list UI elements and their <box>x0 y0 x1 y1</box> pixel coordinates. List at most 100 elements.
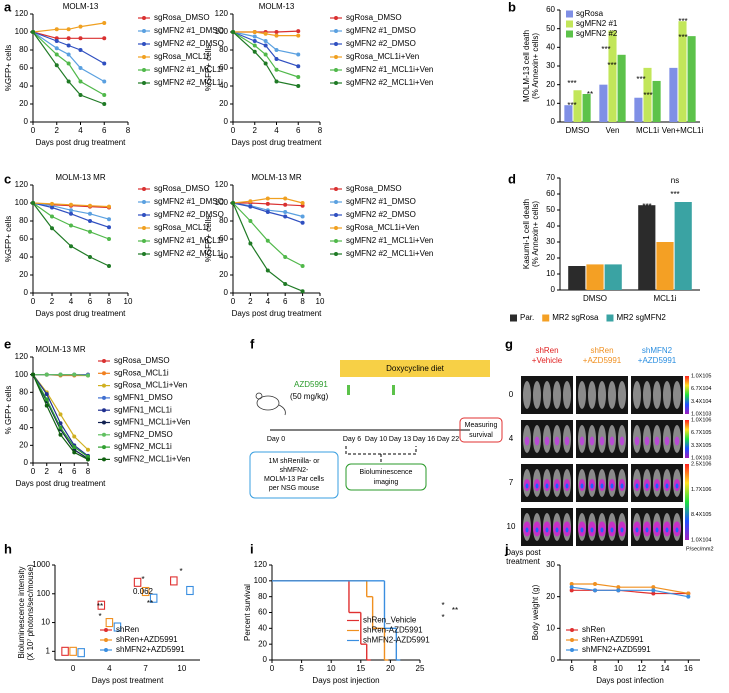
mouse <box>553 381 561 409</box>
y-tick-label: 100 <box>15 198 29 207</box>
x-tick-label: 8 <box>126 126 131 135</box>
signal-core <box>620 527 624 533</box>
y-tick-label: 40 <box>546 221 555 230</box>
data-point <box>651 591 656 596</box>
drug-label: AZD5991 <box>294 380 328 389</box>
data-point <box>283 255 288 259</box>
data-point <box>69 244 73 249</box>
data-point <box>69 208 73 213</box>
y-axis-label: (% Annexin+ cells) <box>531 33 540 99</box>
x-axis-label: Days post drug treatment <box>232 309 323 318</box>
x-tick-label: 10 <box>327 664 336 673</box>
data-point <box>686 591 691 596</box>
x-tick-label: 0 <box>31 126 36 135</box>
y-tick-label: 80 <box>19 387 28 396</box>
significance-label: *** <box>642 202 651 211</box>
signal-core <box>580 527 584 533</box>
colorbar-label: 1.0X103 <box>691 455 712 461</box>
y-tick-label: 60 <box>546 5 555 14</box>
signal-core <box>565 527 569 533</box>
y-tick-label: 40 <box>219 81 228 90</box>
y-axis-label: %GFP+ cells <box>204 216 213 262</box>
legend-marker <box>334 81 338 85</box>
y-axis-label: Bioluminescence intensity <box>17 566 26 658</box>
colorbar-unit: P/sec/mm2 <box>686 546 714 552</box>
data-point <box>593 582 597 586</box>
y-tick-label: 30 <box>546 61 555 70</box>
x-axis-label: Days post treatment <box>92 676 164 685</box>
days-label: treatment <box>506 557 541 566</box>
y-tick-label: 40 <box>546 42 555 51</box>
bar <box>582 94 591 122</box>
data-point <box>252 49 257 54</box>
x-tick-label: 20 <box>386 664 395 673</box>
y-tick-label: 10 <box>546 269 555 278</box>
signal-core <box>600 527 604 533</box>
legend-label: sgMFN2 #1_MCL1i+Ven <box>346 236 433 245</box>
legend-label: MR2 sgMFN2 <box>616 313 666 322</box>
group-label: shMFN2 <box>642 346 673 355</box>
mouse <box>618 381 626 409</box>
legend-label: MR2 sgRosa <box>552 313 599 322</box>
significance-label: ** <box>452 606 458 615</box>
legend-label: Par. <box>520 313 534 322</box>
bar <box>573 90 582 122</box>
y-axis-label: Percent survival <box>243 584 252 641</box>
mouse-icon <box>255 392 286 416</box>
y-tick-label: 20 <box>19 270 28 279</box>
signal-core <box>545 483 549 489</box>
y-tick-label: 40 <box>19 81 28 90</box>
y-tick-label: 120 <box>215 9 229 18</box>
data-point <box>102 61 107 66</box>
significance-label: ** <box>97 602 103 611</box>
x-tick-label: 4 <box>58 467 63 476</box>
data-point <box>265 210 270 214</box>
y-tick-label: 40 <box>258 623 267 632</box>
panel-label: h <box>4 541 12 556</box>
x-tick-label: Ven+MCL1i <box>662 126 704 135</box>
x-axis-label: Days post injection <box>312 676 379 685</box>
data-point <box>300 214 305 219</box>
x-tick-label: 2 <box>55 126 60 135</box>
box <box>149 593 158 603</box>
data-point <box>569 588 574 593</box>
significance-label: * <box>141 575 144 584</box>
significance-label: *** <box>643 91 652 100</box>
y-tick-label: 20 <box>219 270 228 279</box>
series-line <box>232 31 299 67</box>
legend-label: sgRosa_MCL1i <box>154 52 209 61</box>
cells-label: per NSG mouse <box>269 485 319 492</box>
data-point <box>50 205 54 210</box>
legend-marker <box>334 16 338 20</box>
data-point <box>72 445 77 450</box>
data-point <box>58 425 63 430</box>
signal-core <box>635 483 639 489</box>
y-axis-label: MOLM-13 cell death <box>522 30 531 102</box>
data-point <box>593 588 597 593</box>
legend-label: shRen+AZD5991 <box>116 635 178 644</box>
data-point <box>651 588 656 593</box>
colorbar-label: 2.5X106 <box>691 461 712 467</box>
y-tick-label: 0 <box>224 117 229 126</box>
bar <box>608 30 617 122</box>
data-point <box>102 79 107 84</box>
y-tick-label: 40 <box>19 423 28 432</box>
series-line <box>232 202 303 292</box>
legend-marker <box>334 55 338 59</box>
y-tick-label: 10 <box>546 98 555 107</box>
data-point <box>66 52 71 57</box>
legend-marker <box>334 200 338 204</box>
colorbar-label: 1.0X106 <box>691 417 712 423</box>
x-tick-label: 6 <box>88 297 93 306</box>
x-tick-label: 8 <box>300 297 305 306</box>
data-point <box>102 36 107 41</box>
data-point <box>274 57 279 61</box>
y-tick-label: 60 <box>19 405 28 414</box>
y-tick-label: 0 <box>224 288 229 297</box>
signal <box>644 436 650 446</box>
data-point <box>283 210 288 214</box>
y-tick-label: 100 <box>215 198 229 207</box>
bar <box>586 264 604 290</box>
data-point <box>265 268 270 273</box>
